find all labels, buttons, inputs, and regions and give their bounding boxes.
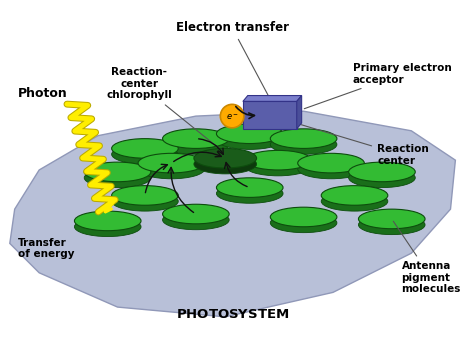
Ellipse shape	[321, 186, 388, 205]
Ellipse shape	[217, 130, 283, 149]
Text: Electron transfer: Electron transfer	[175, 21, 289, 96]
Ellipse shape	[358, 215, 425, 235]
Ellipse shape	[298, 153, 365, 173]
Ellipse shape	[84, 168, 151, 188]
Text: Reaction
center: Reaction center	[300, 124, 429, 166]
Ellipse shape	[217, 124, 283, 144]
Ellipse shape	[298, 159, 365, 179]
Ellipse shape	[163, 204, 229, 224]
Polygon shape	[297, 95, 301, 129]
Ellipse shape	[270, 129, 337, 148]
Ellipse shape	[84, 162, 151, 182]
Ellipse shape	[112, 145, 178, 164]
Ellipse shape	[112, 191, 178, 211]
Ellipse shape	[194, 154, 256, 174]
Text: Primary electron
acceptor: Primary electron acceptor	[304, 63, 451, 109]
Text: Photon: Photon	[18, 87, 67, 100]
Ellipse shape	[163, 129, 229, 148]
Ellipse shape	[217, 184, 283, 203]
Ellipse shape	[349, 162, 415, 182]
Ellipse shape	[245, 150, 311, 170]
Ellipse shape	[138, 159, 205, 179]
Ellipse shape	[138, 153, 205, 173]
Ellipse shape	[321, 191, 388, 211]
Ellipse shape	[270, 135, 337, 154]
Ellipse shape	[349, 168, 415, 188]
Text: Antenna
pigment
molecules: Antenna pigment molecules	[393, 221, 461, 294]
Text: Reaction-
center
chlorophyll: Reaction- center chlorophyll	[106, 67, 223, 152]
Ellipse shape	[217, 178, 283, 197]
Ellipse shape	[245, 156, 311, 176]
Ellipse shape	[74, 211, 141, 231]
Polygon shape	[10, 111, 456, 317]
Ellipse shape	[194, 148, 256, 168]
Ellipse shape	[112, 186, 178, 205]
Ellipse shape	[74, 217, 141, 237]
Ellipse shape	[270, 207, 337, 227]
Polygon shape	[243, 95, 301, 101]
Ellipse shape	[358, 209, 425, 229]
Ellipse shape	[112, 139, 178, 158]
Ellipse shape	[220, 104, 244, 128]
Ellipse shape	[163, 210, 229, 230]
Text: Transfer
of energy: Transfer of energy	[18, 238, 74, 259]
Text: $e^-$: $e^-$	[226, 112, 238, 122]
Ellipse shape	[163, 135, 229, 154]
Polygon shape	[243, 101, 297, 129]
Ellipse shape	[270, 213, 337, 233]
Text: $\mathbf{P}$HOTOSYSTEM: $\mathbf{P}$HOTOSYSTEM	[175, 308, 289, 321]
